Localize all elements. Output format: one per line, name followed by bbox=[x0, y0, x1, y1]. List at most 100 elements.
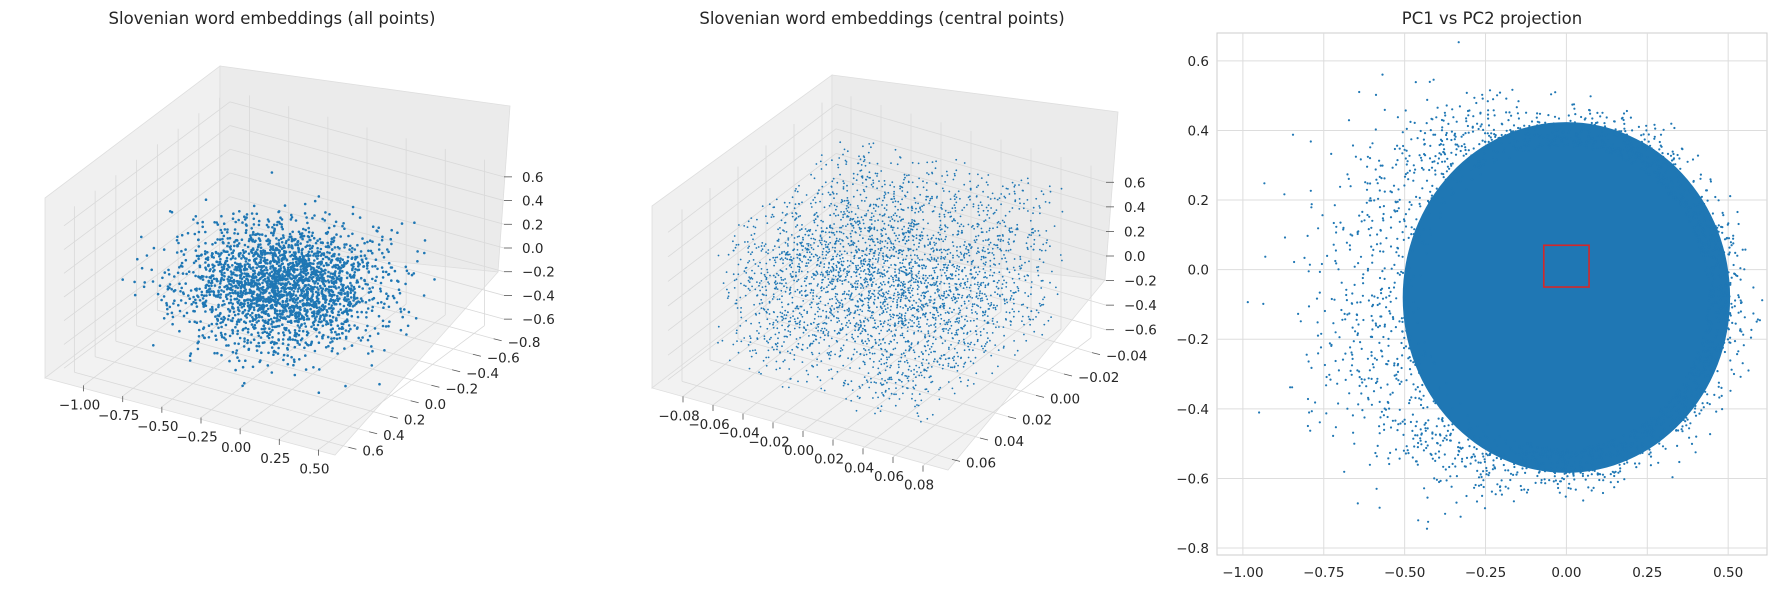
data-point bbox=[784, 221, 787, 224]
data-point bbox=[820, 315, 822, 318]
data-point bbox=[314, 272, 318, 275]
data-point bbox=[294, 316, 298, 320]
data-point bbox=[894, 200, 897, 203]
data-point bbox=[309, 343, 313, 347]
data-point bbox=[260, 327, 264, 331]
data-point bbox=[756, 218, 758, 221]
data-point bbox=[222, 241, 225, 245]
data-point bbox=[901, 262, 904, 265]
data-point bbox=[361, 287, 365, 290]
data-point bbox=[797, 380, 799, 383]
data-point bbox=[270, 346, 274, 349]
data-point bbox=[904, 340, 907, 343]
data-point bbox=[830, 202, 832, 205]
grid-line bbox=[63, 196, 231, 322]
data-point bbox=[927, 366, 929, 369]
data-point bbox=[246, 331, 250, 334]
data-point bbox=[288, 331, 292, 334]
data-point bbox=[282, 293, 285, 297]
data-point bbox=[968, 286, 971, 289]
data-point bbox=[785, 231, 788, 233]
data-point bbox=[291, 338, 295, 341]
data-point bbox=[209, 308, 212, 311]
data-point bbox=[943, 272, 946, 274]
data-point bbox=[324, 346, 328, 349]
data-point bbox=[884, 308, 887, 311]
data-point bbox=[182, 314, 186, 318]
data-point bbox=[997, 238, 1000, 241]
data-point bbox=[828, 369, 830, 371]
data-point bbox=[918, 234, 921, 237]
data-point bbox=[841, 283, 844, 285]
data-point bbox=[405, 269, 409, 273]
data-point bbox=[864, 227, 866, 230]
data-point bbox=[158, 284, 162, 288]
data-point bbox=[732, 240, 734, 243]
data-point bbox=[259, 246, 263, 250]
data-point bbox=[891, 335, 894, 337]
data-point bbox=[917, 323, 920, 325]
data-point bbox=[833, 234, 836, 236]
data-point bbox=[400, 222, 404, 225]
z-tick-label: 0.2 bbox=[522, 217, 543, 233]
data-point bbox=[243, 308, 247, 312]
data-point bbox=[982, 268, 985, 270]
data-point bbox=[162, 317, 166, 320]
data-point bbox=[895, 279, 897, 282]
data-point bbox=[252, 306, 256, 309]
data-point bbox=[815, 229, 817, 232]
data-point bbox=[251, 311, 254, 315]
data-point bbox=[386, 294, 390, 298]
data-point bbox=[951, 299, 954, 302]
data-point bbox=[359, 254, 363, 258]
data-point bbox=[309, 268, 313, 271]
data-point bbox=[939, 233, 941, 236]
data-point bbox=[907, 375, 910, 378]
data-point bbox=[862, 219, 864, 221]
data-point bbox=[390, 242, 393, 246]
data-point bbox=[229, 298, 233, 302]
data-point bbox=[261, 281, 264, 285]
data-point bbox=[749, 277, 752, 280]
data-point bbox=[857, 207, 860, 210]
data-point bbox=[780, 301, 783, 304]
data-point bbox=[307, 250, 311, 254]
y-tick-mark bbox=[410, 400, 419, 404]
data-point bbox=[826, 271, 828, 274]
data-point bbox=[293, 373, 297, 377]
data-point bbox=[987, 209, 989, 212]
data-point bbox=[930, 324, 932, 327]
data-point bbox=[975, 186, 978, 189]
data-point bbox=[243, 284, 246, 288]
data-point bbox=[262, 249, 265, 252]
data-point bbox=[939, 335, 942, 338]
data-point bbox=[926, 286, 928, 289]
data-point bbox=[133, 280, 136, 284]
data-point bbox=[760, 268, 763, 270]
data-point bbox=[938, 213, 941, 216]
data-point bbox=[168, 210, 172, 213]
data-point bbox=[370, 345, 373, 348]
data-point bbox=[890, 264, 892, 266]
data-point bbox=[204, 268, 208, 271]
data-point bbox=[240, 238, 244, 241]
data-point bbox=[860, 259, 863, 262]
data-point bbox=[262, 289, 265, 292]
data-point bbox=[193, 320, 196, 324]
y-tick-label: 0.6 bbox=[362, 443, 383, 459]
data-point bbox=[929, 199, 931, 202]
data-point bbox=[782, 279, 785, 281]
data-point bbox=[167, 268, 170, 272]
data-point bbox=[862, 222, 865, 225]
data-point bbox=[335, 337, 339, 341]
data-point bbox=[823, 389, 826, 392]
data-point bbox=[895, 393, 897, 396]
data-point bbox=[311, 279, 315, 283]
data-point bbox=[265, 223, 269, 227]
data-point bbox=[410, 273, 414, 277]
data-point bbox=[890, 364, 892, 367]
data-point bbox=[876, 272, 879, 275]
data-point bbox=[314, 254, 318, 258]
data-point bbox=[1016, 223, 1019, 226]
data-point bbox=[921, 237, 924, 240]
